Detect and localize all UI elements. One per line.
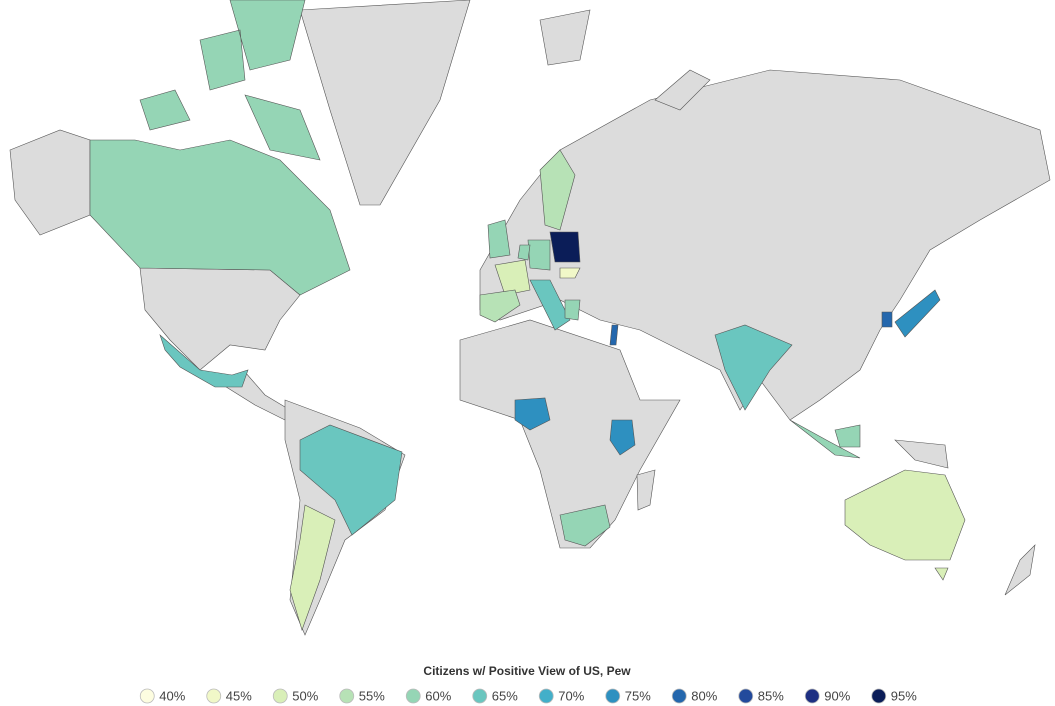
legend-swatch [339, 688, 355, 704]
legend-swatch [139, 688, 155, 704]
legend-swatch [538, 688, 554, 704]
legend: 40% 45% 50% 55% 60% 65% 70% 75% 80% 85% 90% 95% [139, 688, 917, 704]
region [609, 419, 636, 456]
legend-label: 90% [824, 688, 850, 703]
land [9, 129, 91, 236]
legend-label: 40% [159, 688, 185, 703]
legend-label: 85% [758, 688, 784, 703]
legend-label: 80% [691, 688, 717, 703]
region [881, 311, 893, 328]
region [539, 149, 576, 231]
legend-label: 95% [891, 688, 917, 703]
regions [89, 0, 966, 631]
region [609, 324, 619, 346]
region [299, 424, 403, 536]
region [559, 267, 581, 279]
land [1004, 544, 1036, 596]
region [289, 504, 336, 631]
region [89, 0, 351, 296]
legend-swatch [605, 688, 621, 704]
region [559, 504, 611, 547]
region [517, 244, 531, 261]
legend-label: 70% [558, 688, 584, 703]
legend-label: 45% [226, 688, 252, 703]
legend-label: 55% [359, 688, 385, 703]
region [487, 219, 511, 259]
region [564, 299, 581, 321]
legend-swatch [804, 688, 820, 704]
region [479, 289, 521, 323]
legend-swatch [871, 688, 887, 704]
region [789, 419, 861, 459]
region [894, 289, 941, 338]
legend-swatch [671, 688, 687, 704]
legend-swatch [738, 688, 754, 704]
region [549, 231, 581, 263]
legend-label: 75% [625, 688, 651, 703]
land [894, 439, 949, 469]
region [159, 334, 249, 388]
region [529, 279, 571, 331]
legend-label: 65% [492, 688, 518, 703]
land [299, 0, 471, 206]
region [514, 397, 551, 431]
legend-swatch [405, 688, 421, 704]
region [844, 469, 966, 581]
land [539, 9, 591, 66]
land [654, 69, 711, 111]
legend-title: Citizens w/ Positive View of US, Pew [423, 664, 631, 678]
legend-swatch [472, 688, 488, 704]
legend-label: 50% [292, 688, 318, 703]
region [527, 239, 551, 271]
legend-swatch [272, 688, 288, 704]
region [714, 324, 793, 411]
land [479, 69, 1051, 421]
legend-swatch [206, 688, 222, 704]
land [139, 267, 301, 371]
region [494, 259, 531, 296]
legend-label: 60% [425, 688, 451, 703]
land [636, 469, 656, 511]
